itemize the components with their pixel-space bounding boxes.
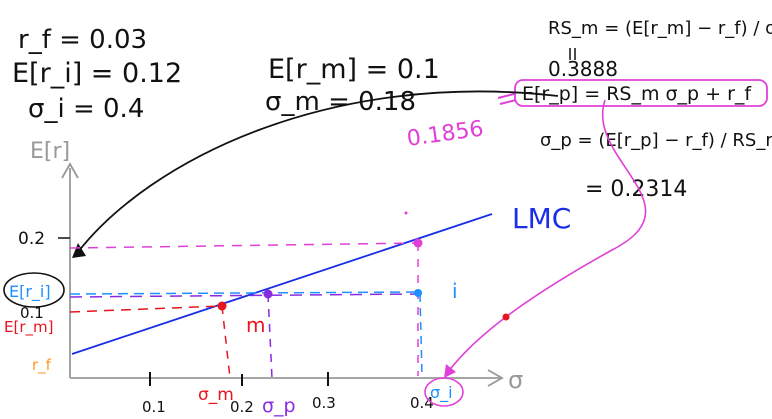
market-point-label: m bbox=[246, 313, 265, 337]
y-axis-arrow bbox=[61, 162, 79, 179]
expected-return-i-circle bbox=[3, 272, 65, 308]
transfer-arrow-head bbox=[72, 243, 86, 258]
y-marker-expected-return-m: E[r_m] bbox=[4, 318, 53, 337]
sigma-link-head bbox=[444, 364, 456, 378]
sigma-link-curve bbox=[447, 99, 647, 373]
stray-dot bbox=[404, 211, 408, 215]
x-marker-sigma-i: σ_i bbox=[430, 383, 453, 403]
sigma-i-circle bbox=[424, 377, 464, 407]
y-marker-rf: r_f bbox=[32, 356, 52, 375]
asset-i-vertical-guide bbox=[419, 293, 423, 377]
x-marker-sigma-p: σ_p bbox=[262, 395, 296, 417]
sigma-i-given: σ_i = 0.4 bbox=[28, 94, 144, 124]
sigma-m-given: σ_m = 0.18 bbox=[265, 87, 416, 117]
market-vertical-guide bbox=[221, 305, 231, 379]
expected-return-i-given: E[r_i] = 0.12 bbox=[12, 58, 182, 89]
rs-m-formula: RS_m = (E[r_m] − r_f) / σ_m bbox=[548, 18, 772, 39]
market-point bbox=[217, 301, 227, 311]
portfolio-point bbox=[263, 289, 273, 299]
market-return-guide bbox=[69, 305, 223, 313]
axes: E[r] σ bbox=[30, 139, 523, 394]
stray-point bbox=[502, 313, 510, 321]
formulas: RS_m = (E[r_m] − r_f) / σ_m 0.3888 E[r_p… bbox=[405, 18, 772, 202]
asset-i-label: i bbox=[452, 279, 458, 303]
x-tick-0.3: 0.3 bbox=[312, 394, 336, 412]
lmc-line bbox=[71, 213, 493, 355]
expected-return-p-value: 0.1856 bbox=[405, 116, 485, 151]
transfer-arrow bbox=[77, 90, 559, 253]
x-ticks: 0.1 σ_m 0.2 σ_p 0.3 0.4 σ_i bbox=[142, 372, 464, 417]
y-tick-0.1: 0.1 bbox=[20, 304, 44, 322]
expected-return-m-given: E[r_m] = 0.1 bbox=[268, 54, 440, 85]
rs-m-value: 0.3888 bbox=[548, 57, 618, 81]
expected-return-p-formula: E[r_p] = RS_m σ_p + r_f bbox=[522, 83, 752, 105]
equals-mark bbox=[497, 93, 515, 99]
sigma-p-value: = 0.2314 bbox=[585, 177, 687, 202]
lmc-label: LMC bbox=[512, 202, 571, 235]
portfolio-sigma-guide bbox=[267, 293, 273, 379]
sigma-p-formula: σ_p = (E[r_p] − r_f) / RS_m bbox=[540, 130, 772, 151]
y-tick-0.2: 0.2 bbox=[18, 229, 45, 249]
guide-lines bbox=[69, 242, 423, 379]
portfolio-on-lmc-point bbox=[413, 238, 423, 248]
y-ticks: 0.2 E[r_i] 0.1 E[r_m] r_f bbox=[3, 229, 70, 375]
x-marker-sigma-m: σ_m bbox=[198, 385, 234, 405]
asset-i-return-guide-purple bbox=[69, 293, 419, 298]
y-marker-expected-return-i: E[r_i] bbox=[9, 282, 51, 302]
x-tick-0.2: 0.2 bbox=[230, 398, 254, 416]
givens: r_f = 0.03 E[r_i] = 0.12 σ_i = 0.4 E[r_m… bbox=[12, 25, 440, 124]
asset-i-return-guide bbox=[69, 291, 419, 295]
portfolio-return-guide bbox=[69, 242, 419, 249]
points: m i bbox=[217, 211, 510, 337]
x-axis-arrow bbox=[487, 369, 504, 387]
y-axis-label: E[r] bbox=[30, 139, 70, 164]
equals-mark-2 bbox=[499, 99, 517, 105]
x-tick-0.1: 0.1 bbox=[142, 398, 166, 416]
asset-i-point bbox=[414, 289, 422, 297]
rf-given: r_f = 0.03 bbox=[18, 25, 147, 55]
x-axis-label: σ bbox=[508, 366, 523, 394]
